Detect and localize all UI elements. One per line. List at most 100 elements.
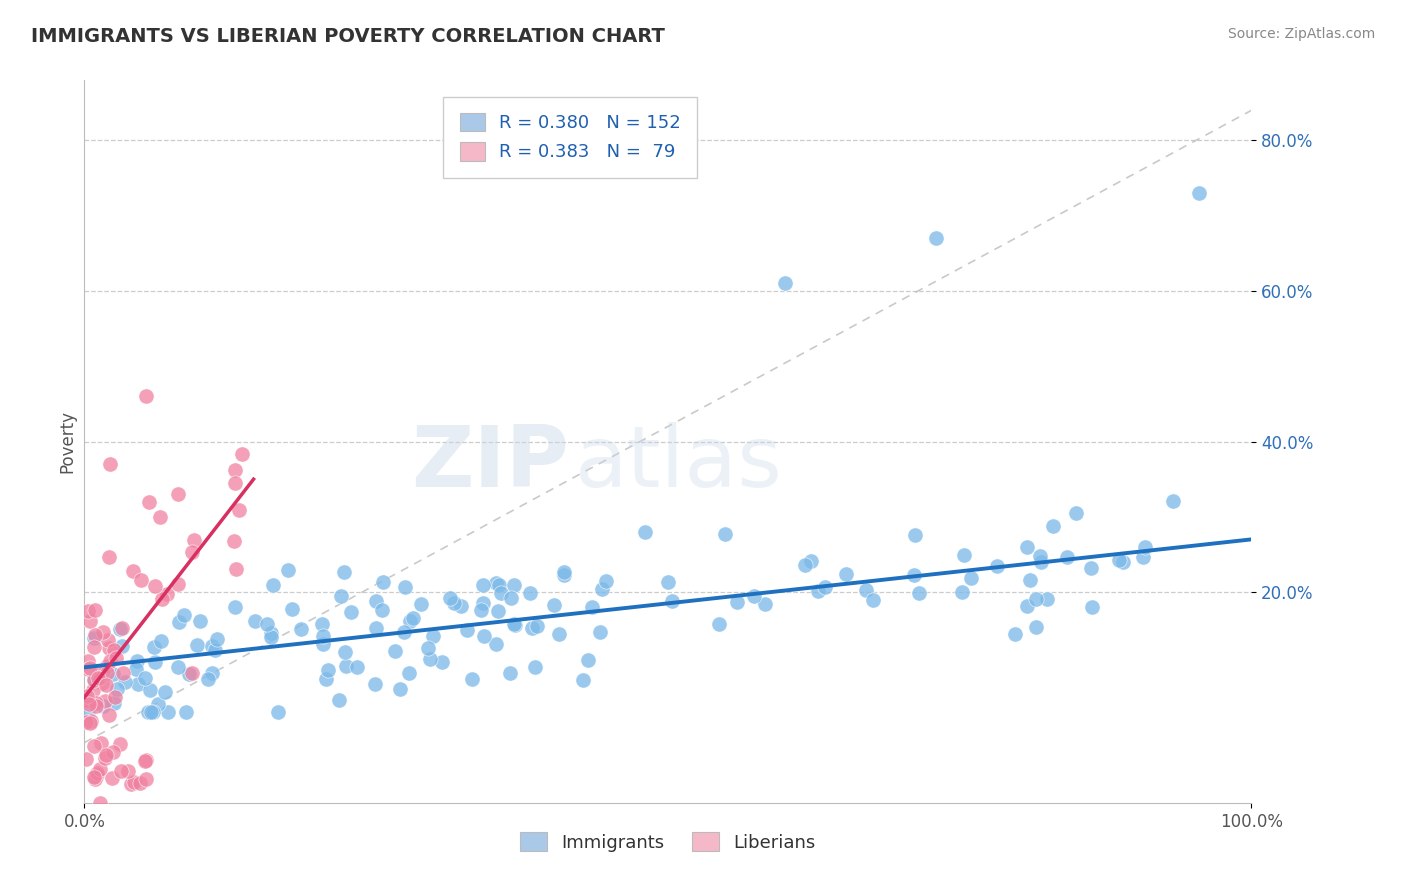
Point xyxy=(472,629,495,643)
Point xyxy=(83,673,105,688)
Point xyxy=(143,579,166,593)
Point xyxy=(312,638,335,652)
Point xyxy=(201,665,224,680)
Point xyxy=(1188,186,1211,201)
Point xyxy=(591,582,613,596)
Point xyxy=(138,494,160,508)
Point xyxy=(114,674,136,689)
Point xyxy=(94,678,117,692)
Point xyxy=(714,527,737,541)
Point xyxy=(1108,553,1130,567)
Point xyxy=(197,672,219,686)
Point xyxy=(135,389,157,403)
Point xyxy=(267,706,290,720)
Point xyxy=(394,580,416,594)
Point xyxy=(75,752,97,766)
Point xyxy=(443,596,465,610)
Point xyxy=(91,624,114,639)
Point xyxy=(908,585,931,599)
Point xyxy=(224,599,246,614)
Point xyxy=(392,624,415,639)
Legend: Immigrants, Liberians: Immigrants, Liberians xyxy=(513,825,823,859)
Point xyxy=(986,559,1008,574)
Text: IMMIGRANTS VS LIBERIAN POVERTY CORRELATION CHART: IMMIGRANTS VS LIBERIAN POVERTY CORRELATI… xyxy=(31,27,665,45)
Point xyxy=(143,640,166,654)
Point xyxy=(456,623,478,637)
Text: Source: ZipAtlas.com: Source: ZipAtlas.com xyxy=(1227,27,1375,41)
Point xyxy=(315,673,337,687)
Point xyxy=(389,681,412,696)
Point xyxy=(79,697,101,711)
Point xyxy=(773,277,796,291)
Point xyxy=(800,554,823,568)
Point xyxy=(86,768,108,782)
Point xyxy=(430,655,453,669)
Point xyxy=(98,457,121,471)
Point xyxy=(204,643,226,657)
Point xyxy=(224,463,246,477)
Point xyxy=(183,533,205,547)
Point xyxy=(82,682,104,697)
Point xyxy=(111,639,134,653)
Point xyxy=(152,592,174,607)
Point xyxy=(1135,541,1157,555)
Point xyxy=(488,578,510,592)
Point xyxy=(333,645,356,659)
Point xyxy=(98,707,121,722)
Point xyxy=(725,595,748,609)
Point xyxy=(411,598,433,612)
Point xyxy=(94,751,117,765)
Point xyxy=(1029,549,1052,563)
Point xyxy=(422,629,444,643)
Point xyxy=(84,698,107,713)
Point xyxy=(91,698,114,713)
Point xyxy=(167,577,190,591)
Point xyxy=(1019,573,1042,587)
Point xyxy=(855,582,877,597)
Point xyxy=(149,509,172,524)
Point xyxy=(553,566,575,580)
Point xyxy=(503,618,526,632)
Point xyxy=(1064,506,1087,520)
Point xyxy=(416,641,439,656)
Point xyxy=(169,615,191,629)
Point xyxy=(485,636,508,650)
Point xyxy=(1132,550,1154,565)
Point xyxy=(122,564,145,578)
Point xyxy=(96,658,118,673)
Point xyxy=(398,614,420,628)
Point xyxy=(91,664,114,678)
Point xyxy=(952,548,974,562)
Point xyxy=(129,573,152,587)
Point xyxy=(364,622,387,636)
Point xyxy=(89,672,111,686)
Point xyxy=(104,690,127,705)
Point xyxy=(100,654,122,668)
Point xyxy=(450,599,472,613)
Point xyxy=(83,739,105,753)
Point xyxy=(84,696,107,710)
Point xyxy=(260,626,283,640)
Point xyxy=(150,634,173,648)
Point xyxy=(340,605,363,619)
Point xyxy=(461,672,484,686)
Point xyxy=(143,656,166,670)
Point xyxy=(167,660,190,674)
Point xyxy=(90,735,112,749)
Point xyxy=(224,533,246,548)
Point xyxy=(96,666,118,681)
Point xyxy=(925,231,948,245)
Point xyxy=(1025,591,1047,606)
Point xyxy=(657,574,679,589)
Point xyxy=(94,694,117,708)
Point xyxy=(472,577,495,591)
Point xyxy=(318,663,340,677)
Point xyxy=(1004,627,1026,641)
Point xyxy=(1036,592,1059,607)
Point xyxy=(402,610,425,624)
Point xyxy=(117,764,139,778)
Point xyxy=(330,589,353,603)
Point xyxy=(96,748,118,763)
Point xyxy=(228,503,250,517)
Point xyxy=(439,591,461,605)
